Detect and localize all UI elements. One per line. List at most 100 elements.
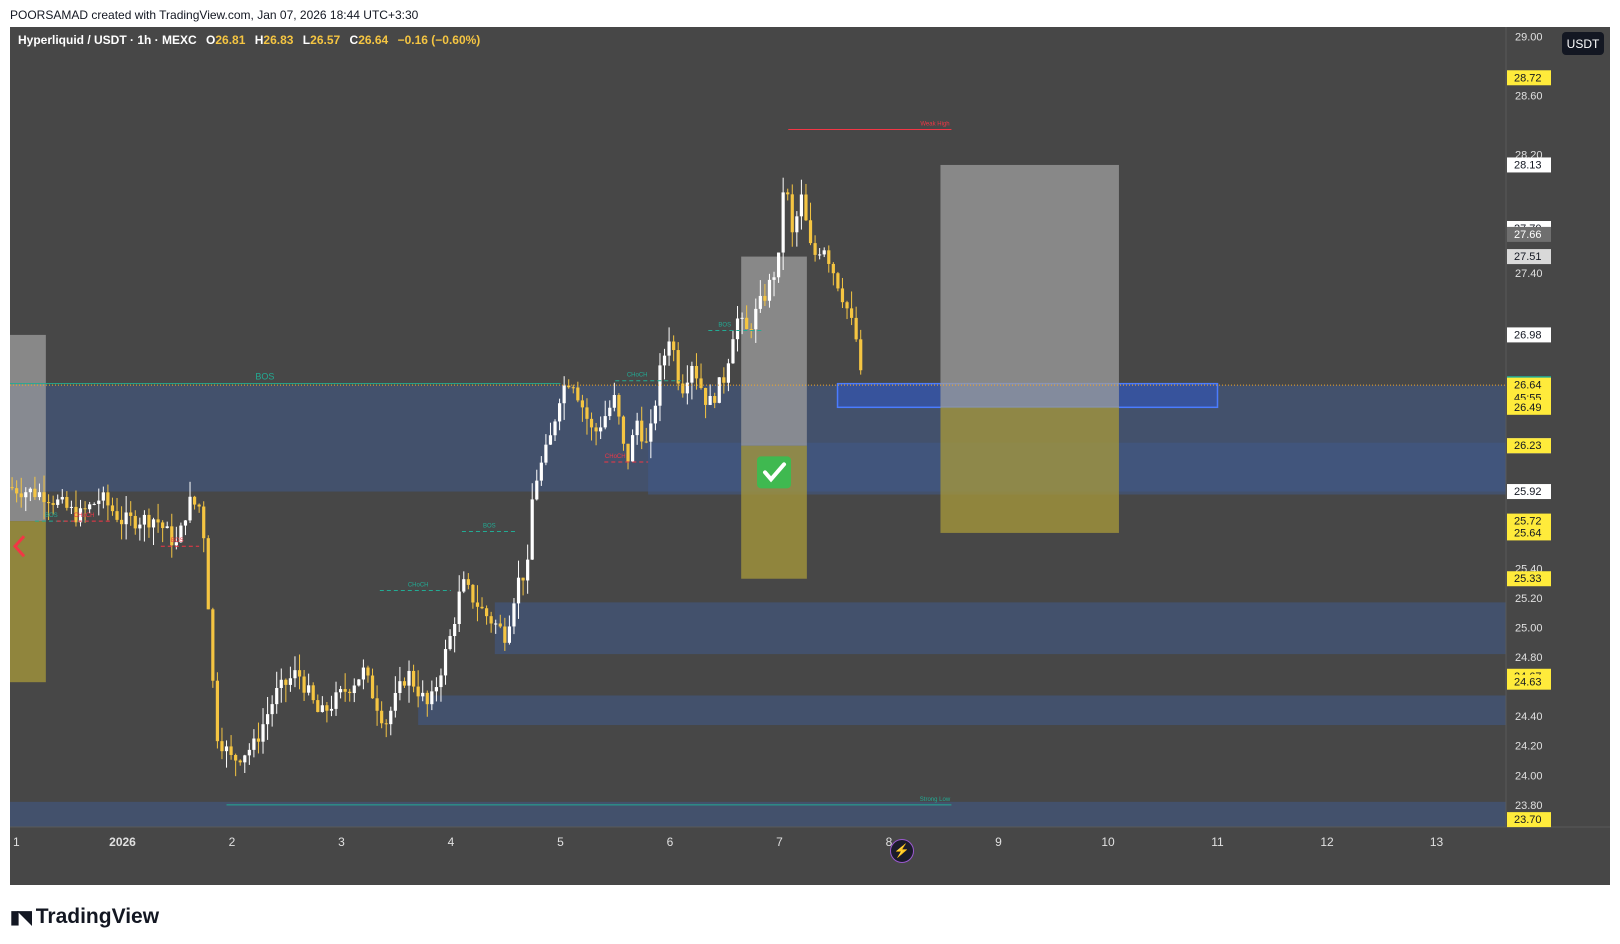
candle-body [836, 273, 840, 289]
currency-button[interactable]: USDT [1562, 32, 1604, 55]
candle-body [384, 723, 388, 725]
candle-body [279, 679, 283, 688]
candle-body [713, 396, 717, 403]
candle-body [644, 441, 648, 443]
price-label-12 [1507, 513, 1551, 529]
y-tick-7: 24.80 [1515, 652, 1543, 664]
price-label-8 [1507, 399, 1551, 415]
lightning-icon[interactable]: ⚡ [890, 839, 914, 863]
candle-body [859, 339, 863, 371]
candle-body [375, 698, 379, 711]
candle-body [475, 602, 480, 607]
x-tick-9: 9 [995, 835, 1002, 849]
candle-body [421, 692, 425, 697]
candle-body [699, 378, 703, 388]
y-tick-3: 27.40 [1515, 268, 1543, 280]
chart-credit: POORSAMAD created with TradingView.com, … [10, 8, 419, 22]
candle-body [293, 670, 297, 679]
candle-body [380, 710, 384, 724]
candle-body [24, 492, 28, 498]
zone-2 [494, 602, 1506, 655]
price-chart[interactable]: BOS BOS CHoCH BOS CHoCH BOS CHoCH CHoCH BOS Weak … [10, 27, 1610, 885]
y-tick-8: 24.40 [1515, 711, 1543, 723]
candle-body [681, 383, 685, 394]
symbol-name[interactable]: Hyperliquid / USDT · 1h · MEXC [18, 33, 197, 47]
candle-body [357, 679, 361, 686]
candle-body [818, 254, 822, 256]
candle-body [147, 514, 151, 528]
candle-body [110, 505, 115, 512]
candle-body [786, 192, 790, 195]
candle-body [649, 423, 653, 442]
candle-body [462, 579, 466, 592]
candle-body [252, 738, 256, 750]
candle-body [138, 524, 142, 529]
candle-body [589, 418, 594, 428]
structure-label-6: CHoCH [627, 373, 648, 379]
candle-body [288, 678, 292, 685]
structure-label-8: BOS [718, 322, 731, 328]
candle-body [690, 365, 694, 383]
candle-body [275, 687, 279, 705]
price-label-11 [1507, 484, 1551, 500]
zone-11 [940, 407, 1119, 533]
candle-body [822, 250, 826, 255]
candle-body [192, 496, 197, 505]
candle-body [320, 705, 324, 712]
candle-body [416, 686, 420, 697]
x-tick-12: 12 [1320, 835, 1334, 849]
chart-pane[interactable]: BOS BOS CHoCH BOS CHoCH BOS CHoCH CHoCH BOS Weak … [10, 27, 1610, 885]
candle-body [722, 377, 726, 383]
x-tick-4: 4 [448, 835, 455, 849]
structure-label-2: CHoCH [74, 513, 95, 519]
checkmark-icon [757, 456, 792, 489]
candle-body [672, 341, 676, 351]
structure-label-0: BOS [255, 372, 274, 382]
price-label-0 [1507, 70, 1551, 86]
x-tick-7: 7 [776, 835, 783, 849]
candle-body [202, 506, 206, 539]
candle-body [489, 616, 493, 624]
price-label-text-4: 27.51 [1514, 251, 1542, 263]
candle-body [630, 435, 635, 462]
y-tick-5: 25.20 [1515, 593, 1543, 605]
candle-body [170, 526, 174, 546]
candle-body [83, 508, 87, 510]
candle-body [65, 496, 69, 508]
candle-body [430, 691, 434, 705]
candle-body [256, 738, 261, 742]
price-label-14 [1507, 571, 1551, 587]
low-label: L [302, 33, 311, 47]
candle-body [229, 746, 233, 756]
tradingview-logo-icon: ▮◥ [10, 906, 32, 927]
price-label-text-0: 28.72 [1514, 72, 1542, 84]
candle-body [115, 511, 119, 520]
candle-body [119, 519, 124, 525]
candle-body [567, 385, 571, 388]
candle-body [808, 220, 813, 244]
candle-body [215, 680, 219, 742]
candle-body [576, 387, 580, 401]
candle-body [453, 624, 457, 637]
candle-body [156, 519, 160, 523]
symbol-legend: Hyperliquid / USDT · 1h · MEXC O26.81 H2… [18, 33, 480, 47]
candle-body [425, 692, 429, 705]
candle-body [526, 559, 530, 581]
price-label-16 [1507, 674, 1551, 690]
candle-body [754, 308, 758, 330]
price-label-text-13: 25.64 [1514, 527, 1542, 539]
candle-body [640, 420, 644, 442]
price-label-text-1: 28.13 [1514, 159, 1542, 171]
tradingview-logo[interactable]: ▮◥ TradingView [10, 905, 159, 929]
open-value: 26.81 [215, 33, 246, 47]
candle-body [535, 480, 539, 500]
close-value: 26.64 [358, 33, 389, 47]
structure-label-7: CHoCH [605, 454, 626, 460]
candle-body [393, 692, 397, 711]
structure-label-10: Strong Low [920, 797, 951, 803]
candle-body [106, 492, 110, 506]
candle-body [845, 302, 849, 309]
candle-body [220, 741, 224, 752]
candle-body [33, 488, 37, 498]
high-value: 26.83 [263, 33, 294, 47]
